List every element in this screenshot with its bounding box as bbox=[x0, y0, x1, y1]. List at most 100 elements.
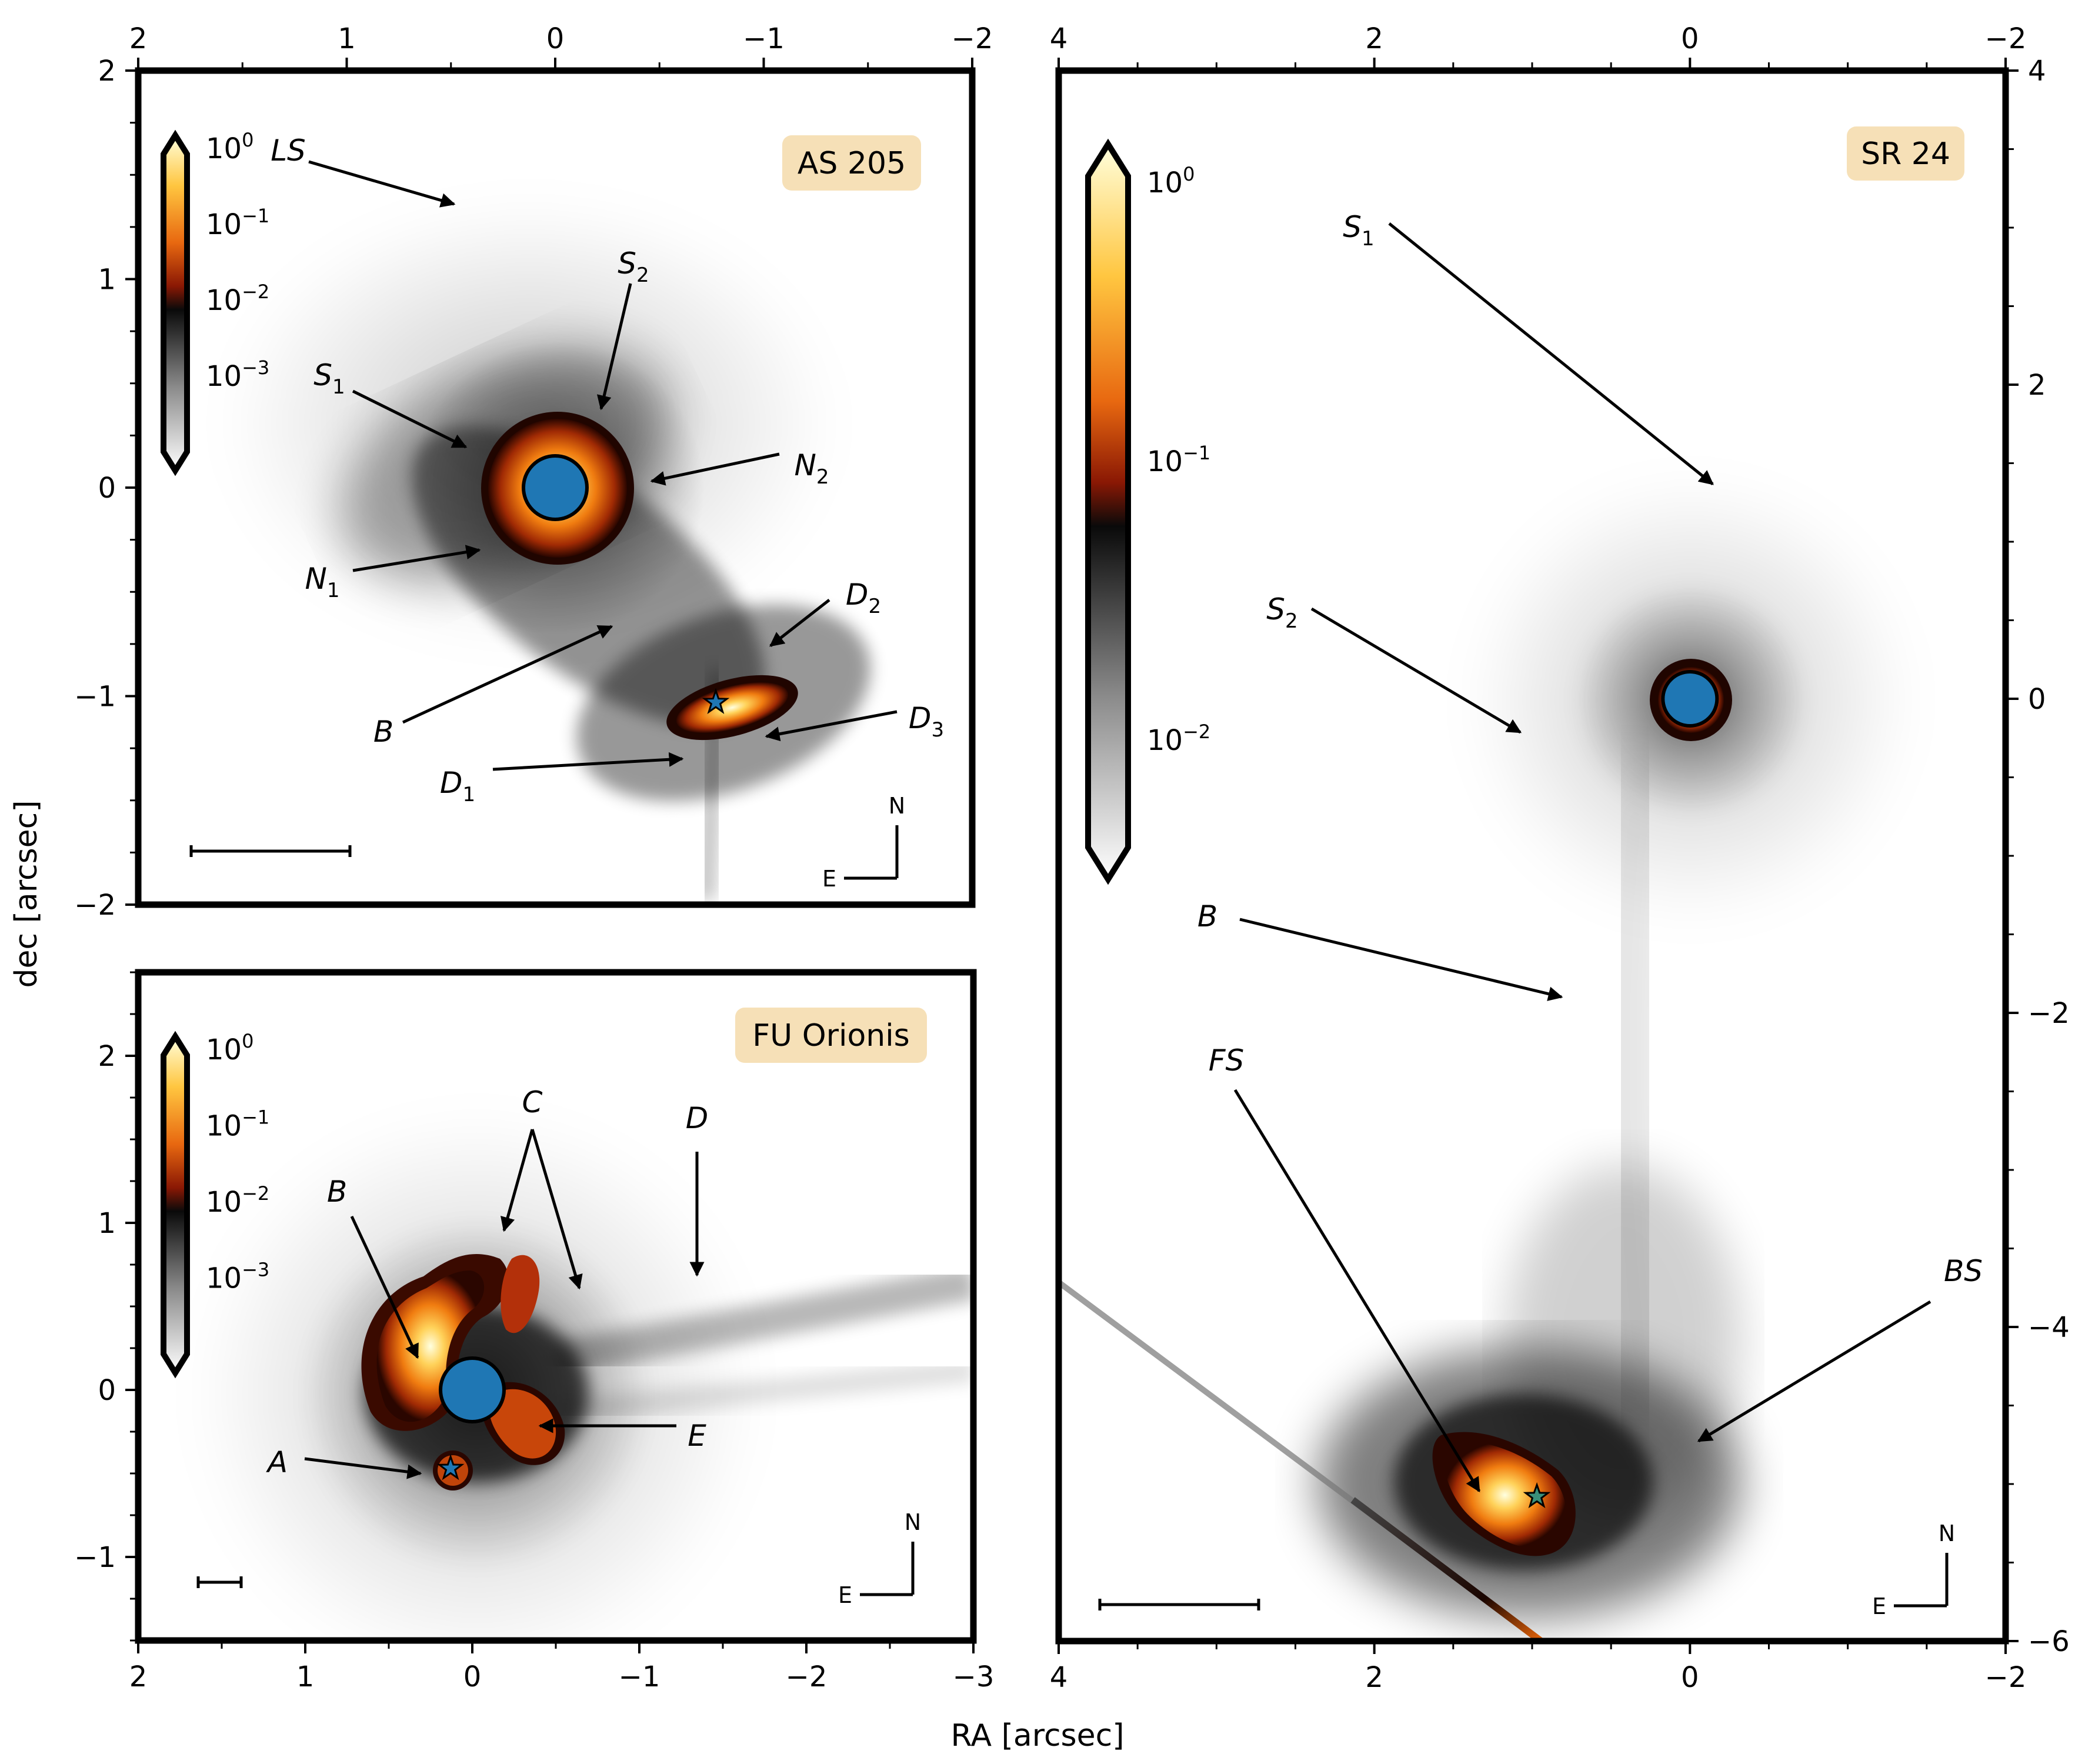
feature-label: A bbox=[266, 1445, 288, 1479]
feature-arrow bbox=[1239, 918, 1563, 1001]
x-tick-label-bottom: 0 bbox=[463, 1660, 482, 1693]
feature-arrow bbox=[1233, 1089, 1481, 1493]
feature-label: C bbox=[522, 1085, 543, 1119]
feature-label: B bbox=[1197, 899, 1217, 933]
primary-source-marker bbox=[439, 1356, 506, 1423]
panel-sr24 bbox=[1059, 71, 2006, 1641]
feature-label: D2 bbox=[846, 578, 881, 618]
y-tick-label-left: 2 bbox=[98, 55, 116, 88]
target-name-badge: FU Orionis bbox=[752, 1018, 910, 1053]
feature-arrow bbox=[304, 1457, 422, 1479]
compass-east-label: E bbox=[1872, 1593, 1886, 1619]
x-tick-label-top: 0 bbox=[1681, 22, 1699, 55]
y-tick-label-right: −4 bbox=[2028, 1311, 2070, 1344]
x-tick-label-top: 2 bbox=[1365, 22, 1383, 55]
feature-arrow bbox=[765, 710, 898, 742]
panel-frame bbox=[135, 969, 977, 1644]
colorbar-tick-label: 10−1 bbox=[206, 1106, 269, 1142]
feature-arrow bbox=[501, 1129, 534, 1232]
panel-frame bbox=[1055, 67, 2009, 1645]
x-tick-label-bottom: 0 bbox=[1681, 1661, 1699, 1694]
feature-arrow bbox=[308, 160, 456, 208]
colorbar: 100 10−1 10−2 bbox=[1085, 138, 1210, 885]
compass-north-label: N bbox=[889, 793, 905, 819]
feature-label: N2 bbox=[794, 448, 829, 489]
feature-label: S2 bbox=[1266, 592, 1297, 633]
x-tick-label-top: 4 bbox=[1050, 22, 1068, 55]
feature-label: S2 bbox=[618, 246, 649, 287]
feature-label: BS bbox=[1944, 1254, 1983, 1288]
x-tick-label-top: −2 bbox=[1985, 22, 2027, 55]
panel-frame bbox=[135, 67, 976, 908]
feature-label: E bbox=[688, 1419, 706, 1453]
feature-arrow bbox=[1310, 607, 1522, 734]
colorbar-tick-label: 10−3 bbox=[206, 1258, 269, 1295]
x-tick-label-top: 0 bbox=[546, 22, 565, 55]
x-tick-label-bottom: −1 bbox=[619, 1660, 660, 1693]
feature-arrow bbox=[492, 752, 684, 771]
colorbar-tick-label: 10−1 bbox=[206, 205, 269, 241]
y-tick-label-left: 1 bbox=[98, 264, 116, 296]
feature-label: LS bbox=[271, 134, 306, 168]
feature-label: B bbox=[327, 1175, 347, 1209]
y-tick-label-left: 0 bbox=[98, 1374, 116, 1407]
feature-arrow bbox=[402, 625, 613, 724]
x-tick-label-bottom: 2 bbox=[1365, 1661, 1383, 1694]
y-tick-label-right: 4 bbox=[2028, 55, 2046, 88]
x-axis-title: RA [arcsec] bbox=[950, 1718, 1124, 1753]
y-tick-label-right: −2 bbox=[2028, 997, 2070, 1030]
feature-arrow bbox=[1388, 222, 1714, 485]
x-tick-label-bottom: −3 bbox=[953, 1660, 995, 1693]
colorbar-tick-label: 100 bbox=[206, 129, 253, 165]
y-tick-label-right: −6 bbox=[2028, 1625, 2070, 1658]
panel-as205 bbox=[138, 71, 972, 905]
target-name-badge: SR 24 bbox=[1861, 136, 1950, 172]
feature-arrow bbox=[350, 1215, 419, 1359]
companion-star-marker bbox=[436, 1453, 465, 1480]
colorbar: 100 10−1 10−2 10−3 bbox=[161, 129, 269, 476]
colorbar-tick-label: 100 bbox=[206, 1030, 253, 1066]
companion-star-marker bbox=[702, 688, 730, 715]
image-intensity bbox=[1059, 476, 1914, 1641]
feature-label: S1 bbox=[313, 358, 345, 399]
x-tick-label-bottom: 2 bbox=[129, 1660, 148, 1693]
feature-label: B bbox=[373, 715, 393, 749]
y-axis-title: dec [arcsec] bbox=[9, 800, 44, 988]
target-name-badge: AS 205 bbox=[798, 146, 906, 181]
feature-label: N1 bbox=[305, 562, 339, 602]
x-tick-label-bottom: −2 bbox=[786, 1660, 828, 1693]
y-tick-label-left: −2 bbox=[74, 889, 116, 922]
y-tick-label-left: 2 bbox=[98, 1040, 116, 1073]
feature-arrow bbox=[650, 452, 780, 486]
compass-east-label: E bbox=[822, 866, 836, 892]
feature-label: D3 bbox=[909, 701, 944, 742]
feature-arrow bbox=[531, 1129, 583, 1290]
x-tick-label-top: −2 bbox=[952, 22, 993, 55]
colorbar: 100 10−1 10−2 10−3 bbox=[161, 1030, 269, 1379]
colorbar-tick-label: 10−2 bbox=[206, 1182, 269, 1219]
target-name-badge-bg bbox=[735, 1008, 927, 1063]
x-tick-label-bottom: 4 bbox=[1050, 1661, 1068, 1694]
feature-arrow bbox=[352, 389, 468, 449]
primary-source-marker bbox=[522, 454, 589, 521]
colorbar-body bbox=[1085, 138, 1131, 885]
feature-label: S1 bbox=[1343, 210, 1374, 251]
colorbar-tick-label: 10−2 bbox=[1147, 721, 1210, 757]
x-tick-label-bottom: 1 bbox=[296, 1660, 315, 1693]
feature-arrow bbox=[596, 283, 632, 411]
feature-label: D bbox=[686, 1101, 709, 1135]
y-tick-label-left: 1 bbox=[98, 1207, 116, 1240]
compass-north-label: N bbox=[1939, 1520, 1955, 1546]
companion-star-marker bbox=[1523, 1482, 1551, 1509]
y-tick-label-right: 2 bbox=[2028, 369, 2046, 402]
y-tick-label-left: −1 bbox=[74, 1541, 116, 1574]
colorbar-tick-label: 10−1 bbox=[1147, 442, 1210, 478]
x-tick-label-top: −1 bbox=[743, 22, 785, 55]
x-tick-label-top: 1 bbox=[338, 22, 356, 55]
colorbar-tick-label: 10−2 bbox=[206, 281, 269, 317]
